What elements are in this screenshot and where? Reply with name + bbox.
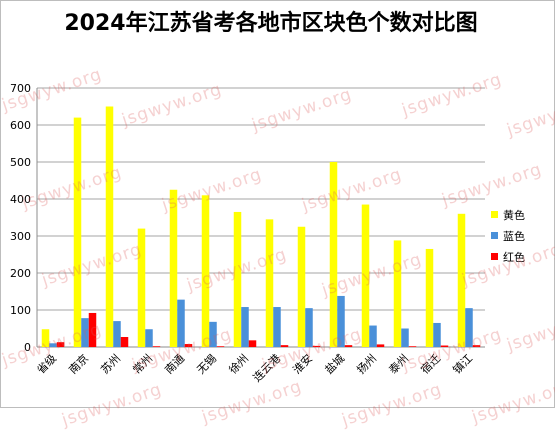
x-tick-label: 连云港: [251, 352, 284, 385]
x-tick-label: 扬州: [354, 351, 379, 376]
bar-红色-南京: [88, 312, 97, 347]
bar-红色-宿迁: [440, 345, 449, 347]
bar-蓝色-省级: [49, 343, 57, 347]
bar-蓝色-无锡: [209, 321, 217, 347]
y-tick-label: 0: [24, 341, 31, 354]
bar-黄色-盐城: [329, 162, 338, 347]
bar-蓝色-镇江: [465, 308, 473, 347]
y-tick-label: 300: [10, 230, 31, 243]
bar-黄色-淮安: [297, 226, 306, 347]
bar-黄色-无锡: [201, 195, 210, 347]
y-tick-label: 600: [10, 119, 31, 132]
bar-红色-徐州: [248, 340, 257, 347]
y-tick-label: 100: [10, 304, 31, 317]
x-tick-label: 无锡: [194, 351, 219, 376]
legend-swatch-黄色: [491, 211, 498, 218]
legend-swatch-红色: [491, 253, 498, 260]
x-tick-label: 南京: [66, 351, 91, 376]
x-tick-label: 苏州: [98, 352, 123, 377]
bar-蓝色-泰州: [401, 328, 409, 347]
bar-黄色-宿迁: [425, 248, 434, 347]
legend-label: 红色: [503, 250, 525, 264]
legend-swatch-蓝色: [491, 232, 498, 239]
bar-黄色-连云港: [265, 219, 274, 347]
bars: [41, 106, 481, 347]
x-tick-label: 省级: [34, 352, 59, 377]
x-tick-label: 常州: [130, 352, 155, 377]
bar-蓝色-南京: [81, 318, 89, 347]
chart-frame: 2024年江苏省考各地市区块色个数对比图 0 100 200 300 400 500 600…: [0, 0, 555, 408]
bar-黄色-镇江: [457, 213, 466, 347]
gridlines: [36, 87, 485, 348]
bar-蓝色-徐州: [241, 307, 249, 347]
bar-黄色-南通: [169, 189, 178, 347]
bar-蓝色-盐城: [337, 295, 345, 347]
legend-label: 黄色: [503, 208, 525, 222]
bar-红色-省级: [56, 342, 65, 347]
bar-蓝色-苏州: [113, 321, 121, 347]
bar-红色-无锡: [216, 346, 225, 347]
bar-红色-苏州: [120, 337, 129, 347]
bar-红色-淮安: [312, 345, 321, 347]
y-axis-ticks: 0 100 200 300 400 500 600 700: [10, 82, 31, 354]
bar-蓝色-常州: [145, 329, 153, 347]
bar-蓝色-淮安: [305, 308, 313, 347]
bar-红色-南通: [184, 344, 193, 347]
bar-chart: 0 100 200 300 400 500 600 700 省级 南京 苏州 常州 南通 无锡 徐州 连云港…: [10, 82, 525, 384]
bar-黄色-常州: [137, 228, 146, 347]
y-tick-label: 500: [10, 156, 31, 169]
x-tick-label: 徐州: [226, 351, 251, 376]
y-tick-label: 200: [10, 267, 31, 280]
x-tick-label: 宿迁: [418, 351, 443, 376]
bar-蓝色-南通: [177, 299, 185, 347]
bar-蓝色-连云港: [273, 307, 281, 347]
x-tick-label: 镇江: [450, 351, 475, 376]
bar-黄色-徐州: [233, 211, 242, 347]
bar-红色-连云港: [280, 345, 289, 347]
x-tick-label: 盐城: [322, 352, 347, 377]
x-tick-label: 南通: [162, 352, 187, 377]
legend-label: 蓝色: [503, 229, 525, 243]
x-tick-label: 淮安: [290, 351, 315, 376]
bar-黄色-南京: [73, 117, 82, 347]
bar-红色-常州: [152, 346, 161, 347]
bar-黄色-泰州: [393, 240, 402, 347]
chart-title: 2024年江苏省考各地市区块色个数对比图: [64, 11, 478, 36]
bar-红色-盐城: [344, 345, 353, 347]
bar-蓝色-扬州: [369, 325, 377, 347]
x-tick-label: 泰州: [386, 351, 411, 376]
y-tick-label: 400: [10, 193, 31, 206]
bar-蓝色-宿迁: [433, 322, 441, 347]
bar-红色-泰州: [408, 346, 417, 347]
bar-红色-扬州: [376, 344, 385, 347]
bar-黄色-省级: [41, 329, 50, 347]
y-tick-label: 700: [10, 82, 31, 95]
x-axis-ticks: 省级 南京 苏州 常州 南通 无锡 徐州 连云港 淮安 盐城 扬州 泰州 宿迁 镇江: [34, 351, 475, 384]
bar-黄色-扬州: [361, 204, 370, 347]
bar-黄色-苏州: [105, 106, 114, 347]
bar-红色-镇江: [472, 345, 481, 347]
